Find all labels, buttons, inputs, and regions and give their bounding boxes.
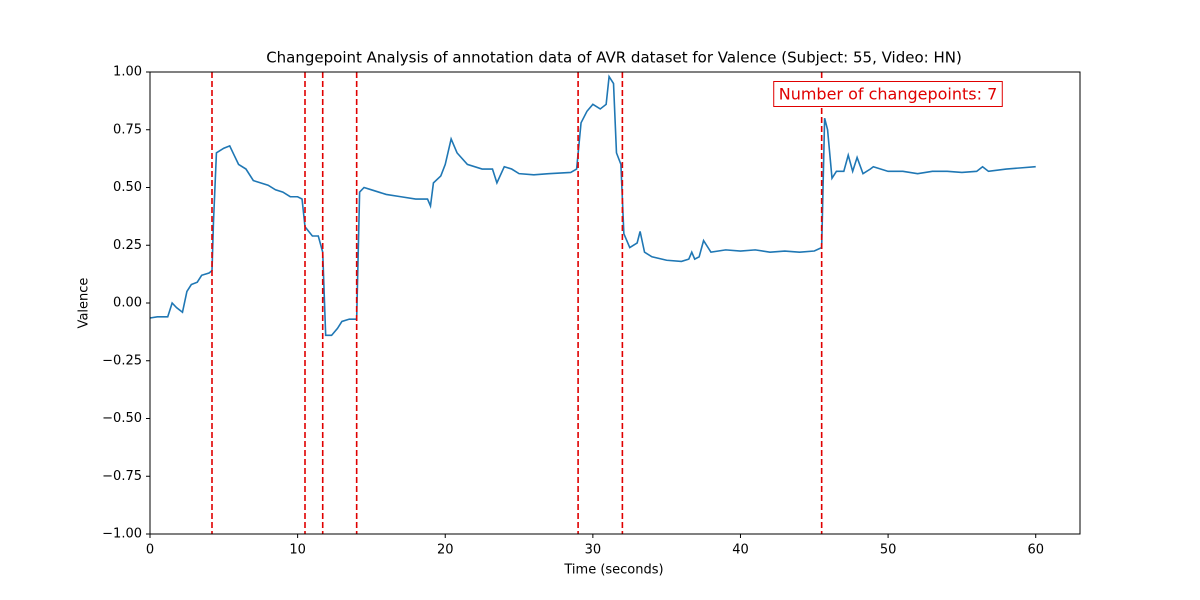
y-tick-label: 1.00 <box>113 65 142 80</box>
x-tick-label: 10 <box>289 543 306 558</box>
y-tick-label: −0.75 <box>102 469 142 484</box>
y-tick-label: −0.50 <box>102 411 142 426</box>
x-tick-label: 50 <box>880 543 897 558</box>
plot-frame <box>149 71 1081 535</box>
y-tick-label: −1.00 <box>102 527 142 542</box>
annotation: Number of changepoints: 7 <box>779 85 998 104</box>
y-tick-label: 0.00 <box>113 296 142 311</box>
x-tick-label: 30 <box>585 543 602 558</box>
y-tick-label: −0.25 <box>102 353 142 368</box>
y-tick-label: 0.75 <box>113 122 142 137</box>
x-tick-label: 20 <box>437 543 454 558</box>
x-tick-label: 40 <box>732 543 749 558</box>
x-axis-label: Time (seconds) <box>563 563 663 578</box>
y-tick-label: 0.50 <box>113 180 142 195</box>
x-tick-label: 0 <box>146 543 154 558</box>
annotation-box <box>773 81 1003 107</box>
y-axis-label: Valence <box>77 278 92 329</box>
y-tick-label: 0.25 <box>113 238 142 253</box>
data-line <box>149 74 1036 337</box>
chart-title: Changepoint Analysis of annotation data … <box>266 49 962 67</box>
x-tick-label: 60 <box>1027 543 1044 558</box>
